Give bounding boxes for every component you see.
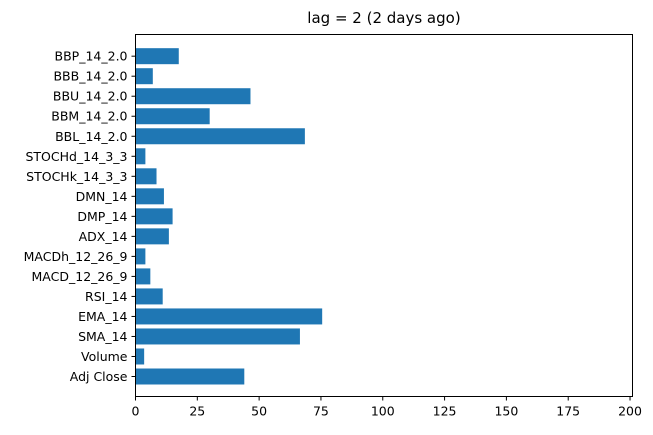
- bar-stochk-14-3-3: [135, 168, 157, 185]
- bar-sma-14: [135, 328, 300, 345]
- y-tick-label: DMP_14: [77, 209, 127, 224]
- x-tick-label: 100: [371, 404, 395, 419]
- y-tick-label: EMA_14: [78, 309, 127, 324]
- y-tick-label: BBB_14_2.0: [53, 69, 127, 84]
- chart-title: lag = 2 (2 days ago): [307, 9, 460, 27]
- bar-dmp-14: [135, 208, 173, 225]
- y-tick-label: DMN_14: [76, 189, 128, 204]
- y-tick-label: SMA_14: [78, 329, 127, 344]
- bar-ema-14: [135, 308, 323, 325]
- bar-dmn-14: [135, 188, 164, 205]
- y-tick-label: BBM_14_2.0: [51, 109, 127, 124]
- bars-group: [135, 48, 323, 385]
- x-axis: 0 25 50 75 100 125 150 175 200: [132, 396, 642, 419]
- y-tick-label: BBP_14_2.0: [55, 49, 128, 64]
- bar-adx-14: [135, 228, 169, 245]
- bar-bbp-14-2-0: [135, 48, 179, 65]
- x-tick-label: 50: [251, 404, 267, 419]
- x-tick-label: 200: [618, 404, 642, 419]
- y-tick-label: MACD_12_26_9: [32, 269, 128, 284]
- y-axis: Adj Close Volume SMA_14 EMA_14 RSI_14 MACD_12…: [24, 49, 136, 384]
- bar-macdh-12-26-9: [135, 248, 146, 265]
- plot-frame: [135, 34, 633, 397]
- bar-bbm-14-2-0: [135, 108, 210, 125]
- x-tick-label: 75: [313, 404, 329, 419]
- x-tick-label: 175: [556, 404, 580, 419]
- bar-volume: [135, 348, 145, 365]
- y-tick-label: Volume: [81, 349, 128, 364]
- x-tick-label: 25: [189, 404, 205, 419]
- bar-bbl-14-2-0: [135, 128, 305, 145]
- bar-rsi-14: [135, 288, 163, 305]
- y-tick-label: Adj Close: [70, 369, 128, 384]
- x-tick-label: 125: [433, 404, 457, 419]
- bar-macd-12-26-9: [135, 268, 151, 285]
- y-tick-label: BBU_14_2.0: [53, 89, 128, 104]
- x-tick-label: 150: [494, 404, 518, 419]
- y-tick-label: MACDh_12_26_9: [24, 249, 128, 264]
- bar-stochd-14-3-3: [135, 148, 146, 165]
- bar-adj-close: [135, 368, 245, 385]
- y-tick-label: STOCHk_14_3_3: [26, 169, 127, 184]
- x-tick-label: 0: [132, 404, 140, 419]
- bar-bbb-14-2-0: [135, 68, 153, 85]
- bar-bbu-14-2-0: [135, 88, 251, 105]
- y-tick-label: STOCHd_14_3_3: [25, 149, 127, 164]
- y-tick-label: ADX_14: [79, 229, 128, 244]
- y-tick-label: BBL_14_2.0: [55, 129, 127, 144]
- y-tick-label: RSI_14: [85, 289, 128, 304]
